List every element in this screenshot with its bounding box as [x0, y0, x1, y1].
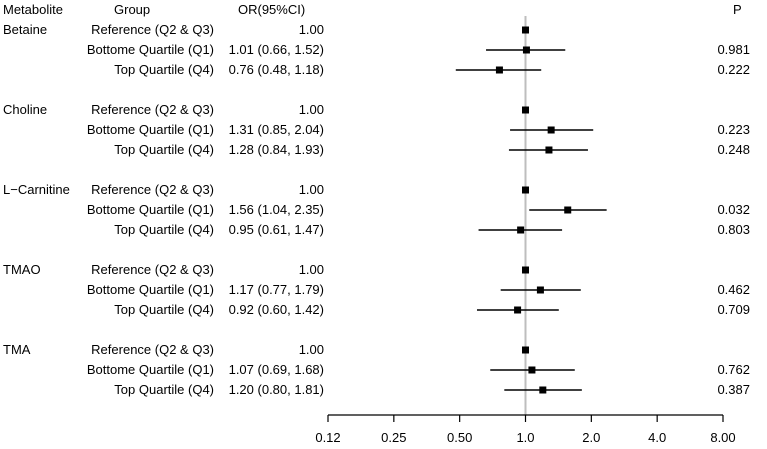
point-estimate	[522, 106, 529, 114]
p-value-label: 0.248	[717, 142, 750, 157]
x-tick-label: 4.0	[648, 430, 666, 445]
group-label: Bottome Quartile (Q1)	[86, 42, 214, 57]
point-estimate	[495, 66, 503, 74]
point-estimate	[528, 366, 536, 374]
group-label: Bottome Quartile (Q1)	[86, 282, 214, 297]
metabolite-label: TMAO	[3, 262, 41, 277]
or-ci-label: 1.00	[298, 22, 324, 37]
p-value-label: 0.387	[717, 382, 750, 397]
group-label: Reference (Q2 & Q3)	[91, 182, 214, 197]
point-estimate	[514, 306, 522, 314]
group-label: Reference (Q2 & Q3)	[91, 102, 214, 117]
point-estimate	[522, 46, 530, 54]
x-tick-label: 0.50	[447, 430, 472, 445]
or-ci-label: 0.92 (0.60, 1.42)	[228, 302, 324, 317]
p-value-label: 0.032	[717, 202, 750, 217]
or-ci-label: 1.00	[298, 182, 324, 197]
header-group: Group	[114, 2, 151, 17]
point-estimate	[547, 126, 555, 134]
group-label: Top Quartile (Q4)	[114, 382, 214, 397]
metabolite-label: L−Carnitine	[3, 182, 70, 197]
group-label: Bottome Quartile (Q1)	[86, 362, 214, 377]
or-ci-label: 0.76 (0.48, 1.18)	[228, 62, 324, 77]
point-estimate	[522, 186, 529, 194]
or-ci-label: 1.20 (0.80, 1.81)	[228, 382, 324, 397]
p-value-label: 0.762	[717, 362, 750, 377]
metabolite-label: TMA	[3, 342, 31, 357]
group-label: Bottome Quartile (Q1)	[86, 202, 214, 217]
group-label: Top Quartile (Q4)	[114, 302, 214, 317]
point-estimate	[522, 266, 529, 274]
group-label: Top Quartile (Q4)	[114, 222, 214, 237]
point-estimate	[517, 226, 525, 234]
or-ci-label: 1.28 (0.84, 1.93)	[228, 142, 324, 157]
group-label: Reference (Q2 & Q3)	[91, 262, 214, 277]
metabolite-label: Choline	[3, 102, 48, 117]
or-ci-label: 1.01 (0.66, 1.52)	[228, 42, 324, 57]
group-label: Top Quartile (Q4)	[114, 142, 214, 157]
point-estimate	[539, 386, 547, 394]
or-ci-label: 1.31 (0.85, 2.04)	[228, 122, 324, 137]
header-metabolite: Metabolite	[3, 2, 63, 17]
or-ci-label: 0.95 (0.61, 1.47)	[228, 222, 324, 237]
x-tick-label: 2.0	[582, 430, 600, 445]
p-value-label: 0.222	[717, 62, 750, 77]
group-label: Bottome Quartile (Q1)	[86, 122, 214, 137]
point-estimate	[536, 286, 544, 294]
header-or: OR(95%CI)	[238, 2, 306, 17]
x-tick-label: 0.12	[315, 430, 340, 445]
group-label: Top Quartile (Q4)	[114, 62, 214, 77]
p-value-label: 0.223	[717, 122, 750, 137]
p-value-label: 0.462	[717, 282, 750, 297]
or-ci-label: 1.00	[298, 262, 324, 277]
point-estimate	[522, 26, 529, 34]
x-tick-label: 8.00	[710, 430, 735, 445]
header-p: P	[733, 2, 742, 17]
or-ci-label: 1.56 (1.04, 2.35)	[228, 202, 324, 217]
p-value-label: 0.709	[717, 302, 750, 317]
point-estimate	[545, 146, 553, 154]
or-ci-label: 1.07 (0.69, 1.68)	[228, 362, 324, 377]
p-value-label: 0.803	[717, 222, 750, 237]
point-estimate	[564, 206, 572, 214]
or-ci-label: 1.00	[298, 102, 324, 117]
or-ci-label: 1.17 (0.77, 1.79)	[228, 282, 324, 297]
or-ci-label: 1.00	[298, 342, 324, 357]
group-label: Reference (Q2 & Q3)	[91, 22, 214, 37]
metabolite-label: Betaine	[3, 22, 48, 37]
group-label: Reference (Q2 & Q3)	[91, 342, 214, 357]
x-tick-label: 0.25	[381, 430, 406, 445]
point-estimate	[522, 346, 529, 354]
x-tick-label: 1.0	[516, 430, 534, 445]
p-value-label: 0.981	[717, 42, 750, 57]
